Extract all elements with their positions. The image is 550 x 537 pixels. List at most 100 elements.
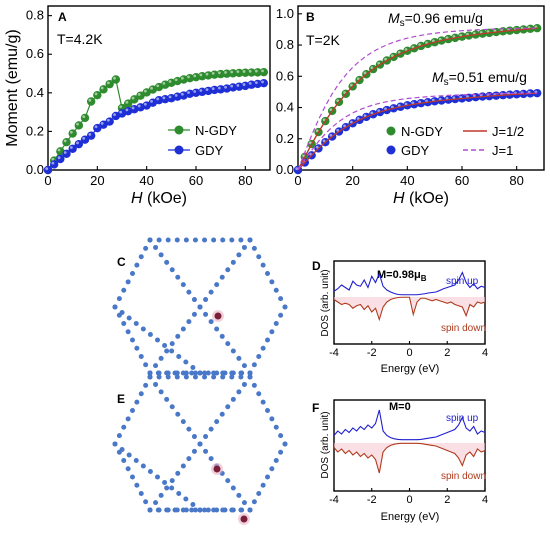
lattice-atom — [256, 254, 262, 260]
lattice-atom — [158, 252, 164, 258]
lattice-atom — [153, 244, 159, 250]
panel-f-moment: M=0 — [389, 401, 411, 413]
panel-b-ms-low: Ms=0.51 emu/g — [432, 69, 527, 88]
lattice-atom — [140, 326, 146, 332]
lattice-atom — [203, 311, 209, 317]
lattice-atom — [265, 474, 270, 480]
lattice-atom — [273, 321, 279, 326]
lattice-atom — [158, 492, 164, 498]
lattice-atom — [134, 262, 140, 268]
lattice-atom — [130, 408, 135, 413]
lattice-atom — [156, 370, 162, 376]
lattice-atom — [164, 259, 170, 265]
lattice-atom — [282, 441, 288, 447]
lattice-atom — [112, 304, 118, 310]
lattice-atom — [211, 507, 217, 513]
data-point-gdy — [185, 89, 195, 98]
panel-b-label: B — [306, 10, 315, 24]
lattice-atom — [197, 507, 203, 513]
lattice-atom — [165, 237, 171, 243]
lattice-atom — [140, 463, 146, 469]
lattice-atom — [251, 499, 257, 505]
lattice-atom — [183, 359, 189, 365]
data-point-n-gdy — [62, 138, 71, 147]
lattice-atom — [133, 321, 139, 326]
lattice-atom — [236, 252, 242, 258]
fit-j-half-gdy — [297, 92, 538, 171]
lattice-atom — [191, 311, 197, 317]
panel-f-xtick-label: -4 — [329, 494, 339, 506]
lattice-atom — [236, 492, 242, 498]
lattice-atom — [138, 354, 144, 359]
panel-a-label: A — [58, 10, 67, 24]
lattice-atom — [229, 370, 235, 376]
lattice-atom — [121, 458, 127, 463]
panel-b-ytick-label: 1.0 — [276, 6, 294, 21]
lattice-atom — [121, 321, 127, 326]
panel-b-ytick-label: 0.2 — [276, 131, 294, 146]
lattice-atom — [238, 370, 244, 376]
lattice-atom — [192, 237, 198, 243]
lattice-atom — [156, 507, 162, 513]
lattice-atom — [175, 470, 181, 476]
lattice-atom — [220, 370, 226, 376]
lattice-atom — [116, 433, 122, 439]
lattice-atom — [203, 297, 209, 303]
panel-f-xlabel: Energy (eV) — [381, 511, 440, 523]
lattice-atom — [211, 370, 217, 376]
data-point-n-gdy — [216, 69, 225, 79]
legend-marker-ngdy — [174, 125, 184, 135]
panel-b-ytick-label: 0.6 — [276, 68, 294, 83]
data-point-n-gdy — [99, 85, 108, 94]
lattice-atom — [219, 274, 225, 280]
lattice-atom — [269, 416, 275, 422]
lattice-atom — [230, 485, 236, 491]
lattice-atom — [273, 287, 279, 293]
lattice-atom — [138, 254, 144, 260]
lattice-atom — [121, 287, 127, 293]
lattice-atom — [203, 448, 209, 454]
lattice-atom — [278, 433, 284, 439]
lattice-atom — [138, 491, 144, 496]
data-point-gdy — [259, 78, 269, 88]
lattice-atom — [156, 374, 162, 380]
lattice-atom — [126, 452, 132, 458]
panel-b: B T=2K Ms=0.96 emu/g Ms=0.51 emu/g 0 20 40… — [276, 5, 545, 207]
lattice-atom — [169, 341, 175, 347]
data-point-gdy — [86, 131, 96, 140]
lattice-atom — [265, 337, 270, 343]
panel-f-xtick-label: 2 — [444, 494, 450, 506]
lattice-atom — [256, 491, 262, 496]
lattice-atom — [125, 279, 131, 285]
lattice-atom — [211, 237, 217, 243]
data-point-n-gdy — [123, 99, 133, 108]
lattice-atom — [265, 408, 270, 413]
panel-a-xtick-label: 40 — [139, 173, 153, 188]
lattice-atom — [278, 296, 284, 302]
legend-label-b-ngdy: N-GDY — [401, 124, 443, 139]
lattice-atom — [143, 245, 149, 251]
data-point-gdy — [191, 88, 201, 98]
lattice-atom — [189, 370, 195, 376]
data-point-n-gdy — [253, 68, 262, 77]
lattice-atom — [130, 337, 135, 343]
panel-d-xtick-label: 2 — [444, 347, 450, 359]
lattice-atom — [164, 348, 170, 354]
lattice-atom — [225, 267, 231, 273]
lattice-atom — [256, 354, 262, 359]
data-point-n-gdy — [130, 95, 139, 104]
lattice-e — [112, 374, 288, 525]
lattice-atom — [202, 370, 208, 376]
panel-d-spin-up-label: spin up — [446, 276, 479, 287]
panel-a-xtick-label: 60 — [189, 173, 203, 188]
lattice-atom — [165, 370, 171, 376]
lattice-atom — [130, 474, 135, 480]
panel-d-moment: M=0.98μB — [377, 269, 427, 283]
panel-a-legend: N-GDY GDY — [168, 123, 237, 158]
data-point-gdy — [62, 149, 71, 158]
lattice-atom — [175, 411, 181, 417]
lattice-atom — [125, 466, 131, 472]
data-point-n-gdy — [105, 79, 114, 89]
panel-b-xlabel: H (kOe) — [393, 190, 449, 207]
